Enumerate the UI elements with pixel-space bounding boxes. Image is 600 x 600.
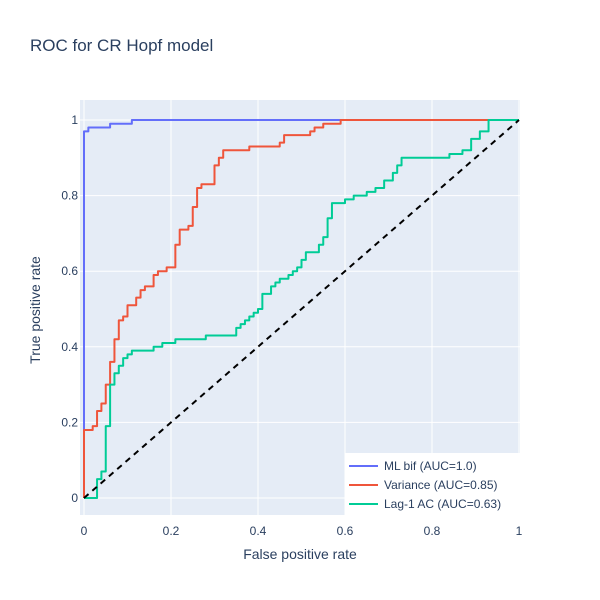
y-tick-label: 0.2 bbox=[61, 415, 78, 429]
x-tick-label: 0.8 bbox=[424, 524, 441, 538]
legend-entry: Lag-1 AC (AUC=0.63) bbox=[384, 497, 501, 511]
series-line-0 bbox=[83, 119, 519, 498]
x-tick-label: 0.2 bbox=[163, 524, 180, 538]
series-line-1 bbox=[83, 119, 519, 498]
legend-entry: Variance (AUC=0.85) bbox=[384, 478, 498, 492]
series-lines bbox=[83, 119, 520, 499]
y-tick-label: 0.6 bbox=[61, 264, 78, 278]
tick-labels: 0 0.2 0.4 0.6 0.8 1 0 0.2 0.4 0.6 0.8 1 bbox=[61, 113, 522, 538]
x-tick-label: 0 bbox=[81, 524, 88, 538]
plot-area bbox=[80, 100, 520, 515]
y-tick-label: 0.4 bbox=[61, 340, 78, 354]
x-tick-label: 0.6 bbox=[337, 524, 354, 538]
y-tick-label: 1 bbox=[71, 113, 78, 127]
chart-title: ROC for CR Hopf model bbox=[30, 36, 213, 55]
y-tick-label: 0 bbox=[71, 491, 78, 505]
x-tick-label: 1 bbox=[516, 524, 523, 538]
x-tick-label: 0.4 bbox=[250, 524, 267, 538]
y-tick-label: 0.8 bbox=[61, 189, 78, 203]
legend: ML bif (AUC=1.0) Variance (AUC=0.85) Lag-1… bbox=[345, 453, 520, 517]
series-line-2 bbox=[84, 119, 519, 499]
chance-diagonal-line bbox=[83, 119, 520, 499]
legend-entry: ML bif (AUC=1.0) bbox=[384, 459, 477, 473]
x-axis-label: False positive rate bbox=[243, 546, 357, 562]
y-axis-label: True positive rate bbox=[27, 256, 43, 364]
